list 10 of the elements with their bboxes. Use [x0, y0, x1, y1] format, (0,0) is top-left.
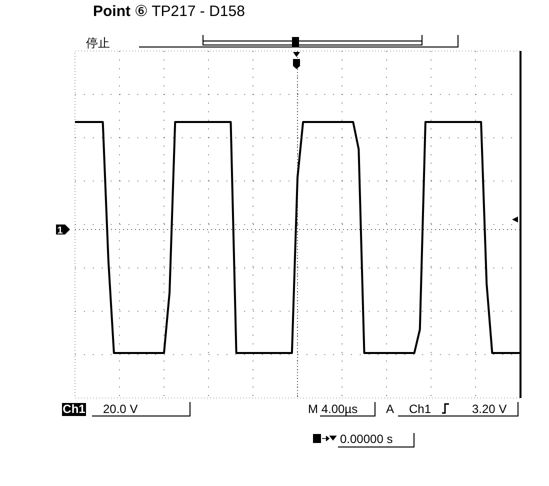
text: 停止	[86, 36, 110, 50]
text: 0.00000 s	[340, 432, 393, 446]
text: Ch1	[62, 402, 86, 416]
text: 3.20 V	[472, 402, 507, 416]
text: A	[386, 402, 394, 416]
text: Ch1	[409, 402, 432, 416]
marker-ch1: 1	[56, 224, 70, 236]
text: 20.0 V	[103, 402, 138, 416]
text: M 4.00µs	[308, 402, 358, 416]
title: Point ⑥ TP217 - D158	[93, 3, 245, 20]
